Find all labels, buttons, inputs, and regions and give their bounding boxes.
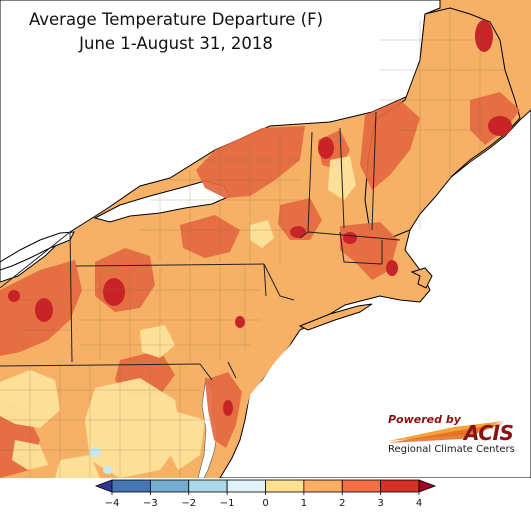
map-canvas <box>0 0 531 478</box>
cool-anomaly-spots <box>89 447 113 474</box>
temperature-departure-map: Average Temperature Departure (F) June 1… <box>0 0 531 478</box>
colorbar-canvas: −4 −3 −2 −1 0 1 2 3 4 <box>94 479 437 509</box>
logo-org: Regional Climate Centers <box>388 444 515 455</box>
colorbar-bin <box>226 479 266 493</box>
colorbar-bin <box>111 479 151 493</box>
colorbar-tick-label: 3 <box>377 498 383 509</box>
colorbar-extend-high <box>418 479 437 493</box>
colorbar-tick-label: −4 <box>105 498 120 509</box>
delmarva-nj-land <box>220 300 300 455</box>
colorbar-tick-label: 2 <box>339 498 345 509</box>
logo-brand: ACIS <box>464 421 514 445</box>
acis-swoosh-icon <box>388 421 504 443</box>
acis-logo: Powered by ACIS Regional Climate Centers <box>384 413 516 461</box>
colorbar-tick-label: 4 <box>416 498 422 509</box>
colorbar-tick-label: −3 <box>143 498 158 509</box>
mild-anomaly-areas <box>0 156 356 478</box>
hot-anomaly-spots <box>8 20 512 416</box>
color-scale-legend: −4 −3 −2 −1 0 1 2 3 4 <box>0 478 531 511</box>
colorbar-bin <box>341 479 382 493</box>
state-borders <box>0 111 401 381</box>
colorbar-tick-label: 0 <box>262 498 268 509</box>
long-island <box>298 303 373 331</box>
colorbar-tick-label: 1 <box>301 498 307 509</box>
county-borders <box>0 10 505 478</box>
colorbar-tick-label: −2 <box>181 498 196 509</box>
colorbar-tick-label: −1 <box>220 498 235 509</box>
colorbar-bin <box>380 479 420 493</box>
colorbar-extend-low <box>94 479 113 493</box>
colorbar-bin <box>188 479 228 493</box>
atlantic-ocean <box>219 109 531 478</box>
cape-cod <box>410 267 433 289</box>
map-subtitle: June 1-August 31, 2018 <box>79 34 273 53</box>
colorbar-bin <box>303 479 343 493</box>
logo-powered-by: Powered by <box>388 413 461 426</box>
colorbar-bin <box>149 479 190 493</box>
map-title: Average Temperature Departure (F) <box>28 10 324 29</box>
colorbar-bin <box>265 479 305 493</box>
